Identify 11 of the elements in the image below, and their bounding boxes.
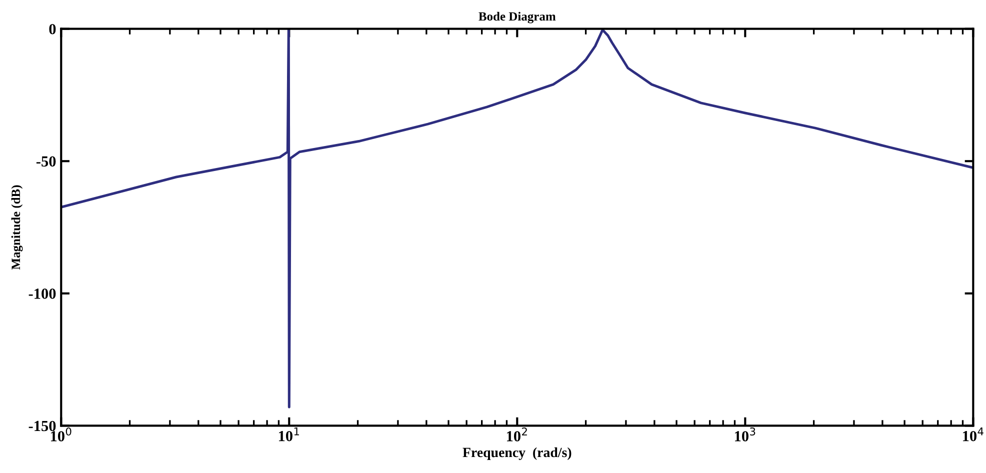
y-tick-label: -150 [28,420,56,432]
x-tick-label: 10$^{2}$ [507,427,527,442]
x-tick-label: 10$^{1}$ [278,427,300,442]
x-axis-title: Frequency (rad/s) [462,447,572,460]
y-axis-title: Magnitude (dB) [11,185,23,270]
chart-title: Bode Diagram [478,12,556,24]
y-tick-label: -50 [36,156,56,167]
y-tick-label: 0 [49,24,56,34]
y-tick-label: -100 [28,288,56,299]
x-tick-label: 10$^{4}$ [963,427,984,442]
x-tick-label: 10$^{3}$ [735,427,756,442]
